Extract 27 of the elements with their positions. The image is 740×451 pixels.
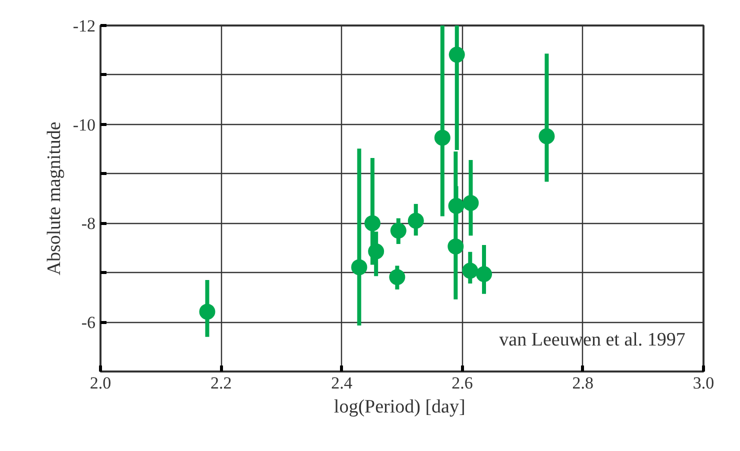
y-tick-label: -6 bbox=[81, 313, 96, 332]
point bbox=[408, 212, 424, 229]
y-tick-label: -10 bbox=[72, 115, 96, 134]
y-tick-label: -8 bbox=[81, 214, 96, 234]
point bbox=[368, 243, 384, 260]
x-axis-title: log(Period) [day] bbox=[334, 396, 466, 418]
x-tick-label: 2.4 bbox=[331, 374, 353, 392]
point bbox=[351, 259, 368, 276]
point bbox=[538, 128, 555, 144]
point bbox=[462, 194, 479, 211]
point bbox=[434, 130, 450, 146]
x-tick-label: 2.0 bbox=[90, 374, 112, 392]
x-tick-label: 2.2 bbox=[210, 374, 232, 392]
point bbox=[448, 238, 464, 254]
y-axis-title: Absolute magnitude bbox=[44, 122, 65, 276]
x-tick-label: 2.8 bbox=[572, 374, 594, 392]
y-tick-label: -12 bbox=[72, 16, 96, 36]
x-tick-label: 2.6 bbox=[452, 374, 473, 392]
point bbox=[448, 198, 464, 214]
point bbox=[364, 215, 380, 232]
point bbox=[199, 304, 216, 320]
x-tick-label: 3.0 bbox=[692, 374, 714, 392]
point bbox=[476, 266, 492, 282]
point bbox=[390, 222, 406, 239]
point bbox=[389, 269, 406, 286]
point bbox=[448, 46, 465, 63]
point bbox=[462, 262, 478, 279]
